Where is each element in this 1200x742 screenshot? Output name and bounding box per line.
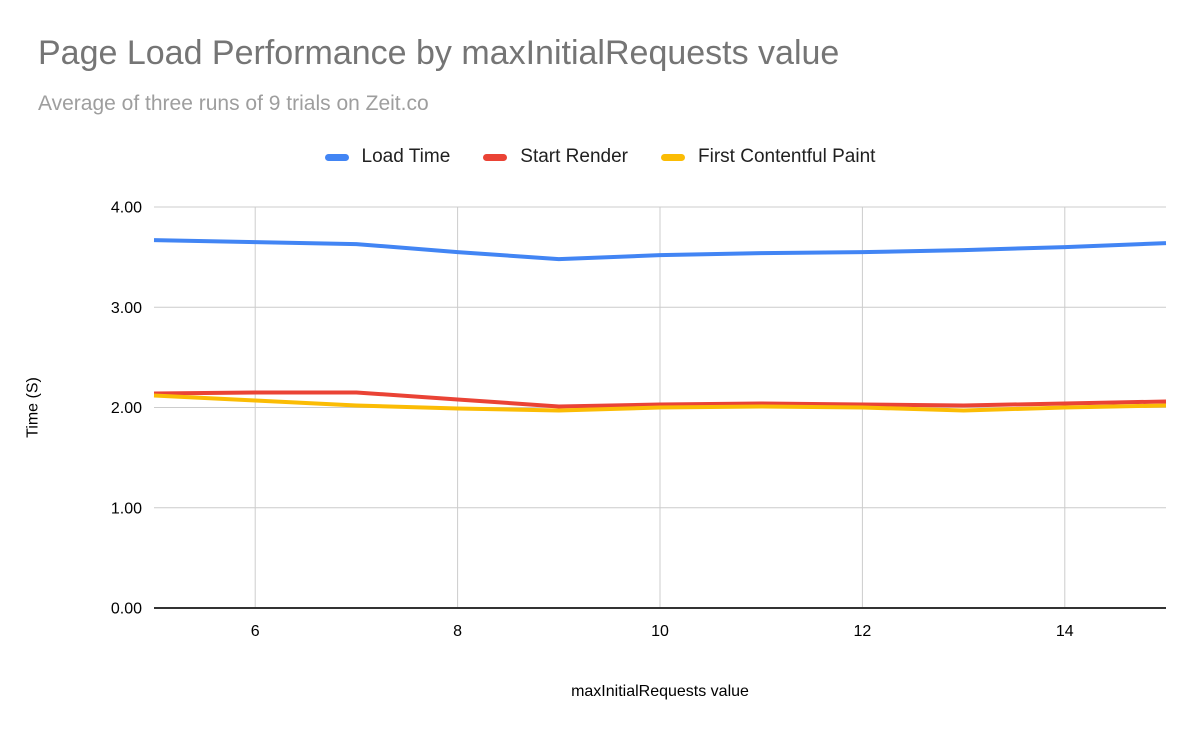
legend-swatch-load-time xyxy=(324,153,349,161)
y-tick-label-0.00: 0.00 xyxy=(111,601,142,618)
series-line-start-render xyxy=(153,390,1167,409)
series-line-first-contentful-paint xyxy=(153,393,1167,413)
x-tick-label-6: 6 xyxy=(251,623,260,640)
chart-title: Page Load Performance by maxInitialReque… xyxy=(38,34,840,72)
x-tick-label-8: 8 xyxy=(453,623,462,640)
legend-swatch-start-render xyxy=(483,153,508,161)
x-tick-label-14: 14 xyxy=(1056,623,1074,640)
legend: Load Time Start Render First Contentful Pa… xyxy=(0,143,1200,171)
chart-subtitle: Average of three runs of 9 trials on Zei… xyxy=(38,92,429,115)
legend-label-load-time: Load Time xyxy=(361,146,451,167)
legend-item-load-time: Load Time xyxy=(324,146,451,168)
y-tick-label-3.00: 3.00 xyxy=(111,300,142,317)
x-tick-label-12: 12 xyxy=(854,623,872,640)
series-line-load-time xyxy=(153,238,1167,262)
legend-label-start-render: Start Render xyxy=(520,146,629,167)
legend-label-first-contentful-paint: First Contentful Paint xyxy=(698,146,876,167)
x-axis-title: maxInitialRequests value xyxy=(571,683,749,700)
legend-item-start-render: Start Render xyxy=(483,146,628,168)
y-tick-label-1.00: 1.00 xyxy=(111,500,142,517)
y-tick-label-2.00: 2.00 xyxy=(111,400,142,417)
legend-item-first-contentful-paint: First Contentful Paint xyxy=(661,146,875,168)
legend-swatch-first-contentful-paint xyxy=(661,153,686,161)
y-axis-title: Time (S) xyxy=(25,377,42,438)
y-tick-label-4.00: 4.00 xyxy=(111,200,142,217)
x-tick-label-10: 10 xyxy=(651,623,669,640)
